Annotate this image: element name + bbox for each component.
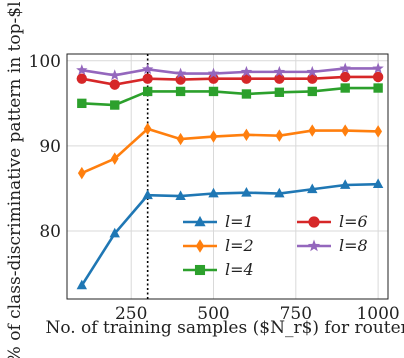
legend-marker (194, 215, 206, 227)
data-point (142, 73, 153, 84)
data-point (109, 69, 121, 81)
legend-label: l=6 (339, 212, 368, 231)
legend-label: l=1 (225, 212, 254, 231)
data-point (110, 100, 120, 110)
data-point (76, 279, 88, 290)
data-point (372, 178, 384, 189)
data-point (208, 86, 219, 97)
data-point (175, 86, 186, 97)
data-point (372, 62, 384, 74)
series-layer (76, 62, 384, 290)
series-line (81, 86, 379, 107)
data-point (307, 86, 317, 97)
data-point (372, 71, 384, 83)
data-point (143, 122, 152, 136)
data-point (142, 86, 153, 97)
data-point (275, 129, 284, 142)
data-point (77, 166, 86, 180)
plot-area-frame (66, 53, 389, 300)
data-point (209, 130, 218, 143)
data-point (306, 65, 318, 77)
y-tick-label: 90 (39, 137, 61, 157)
data-point (110, 152, 119, 165)
x-tick-label: 750 (280, 304, 312, 324)
y-axis-label: % of class-discriminative pattern in top… (5, 0, 25, 358)
data-point (241, 89, 252, 99)
data-point (341, 124, 350, 137)
data-point (109, 227, 120, 238)
data-point (374, 125, 383, 138)
data-point (373, 83, 383, 93)
data-point (142, 189, 153, 200)
y-tick-label: 80 (39, 222, 61, 242)
legend-item: l=6 (297, 212, 368, 231)
x-axis-label: No. of training samples ($N_r$) for rout… (45, 318, 404, 338)
data-point (241, 186, 252, 197)
tick-labels: 250 500 750 1000 80 90 100 (29, 52, 400, 324)
legend-item: l=2 (183, 236, 254, 255)
data-point (207, 67, 220, 79)
data-point (340, 83, 350, 93)
legend-marker (194, 264, 206, 276)
x-tick-label: 1000 (356, 304, 399, 324)
legend-label: l=2 (225, 236, 254, 255)
series-l-1 (76, 178, 384, 290)
legend-item: l=4 (183, 260, 254, 279)
data-point (174, 67, 187, 79)
x-tick-label: 250 (115, 304, 147, 324)
legend-marker (308, 216, 320, 228)
series-line (81, 67, 379, 77)
legend-marker (195, 239, 205, 253)
data-point (307, 73, 318, 84)
data-point (274, 87, 285, 97)
series-line (81, 75, 379, 86)
data-point (274, 73, 285, 84)
series-l-8 (76, 62, 384, 81)
y-tick-label: 100 (29, 52, 61, 72)
data-point (76, 64, 88, 75)
data-point (208, 187, 219, 198)
data-point (273, 65, 286, 77)
legend-label: l=4 (225, 260, 254, 279)
data-point (242, 128, 251, 142)
data-point (274, 187, 285, 198)
data-point (340, 179, 351, 189)
data-point (241, 73, 252, 84)
data-point (240, 65, 253, 77)
data-point (141, 63, 154, 75)
legend-label: l=8 (339, 236, 368, 255)
series-line (80, 182, 379, 287)
data-point (175, 190, 186, 200)
series-l-4 (77, 83, 383, 110)
legend-item: l=8 (297, 236, 368, 255)
data-point (76, 73, 88, 84)
data-point (109, 79, 120, 90)
series-line (81, 127, 379, 175)
series-l-2 (77, 122, 383, 180)
data-point (176, 132, 185, 146)
data-point (339, 62, 351, 74)
legend: l=1 l=2 l=4 l=6 l=8 (183, 212, 368, 279)
x-tick-label: 500 (197, 304, 229, 324)
data-point (340, 71, 351, 83)
legend-item: l=1 (183, 212, 254, 231)
data-point (77, 98, 87, 109)
data-point (308, 124, 317, 137)
data-point (307, 183, 318, 194)
legend-marker (307, 239, 321, 252)
